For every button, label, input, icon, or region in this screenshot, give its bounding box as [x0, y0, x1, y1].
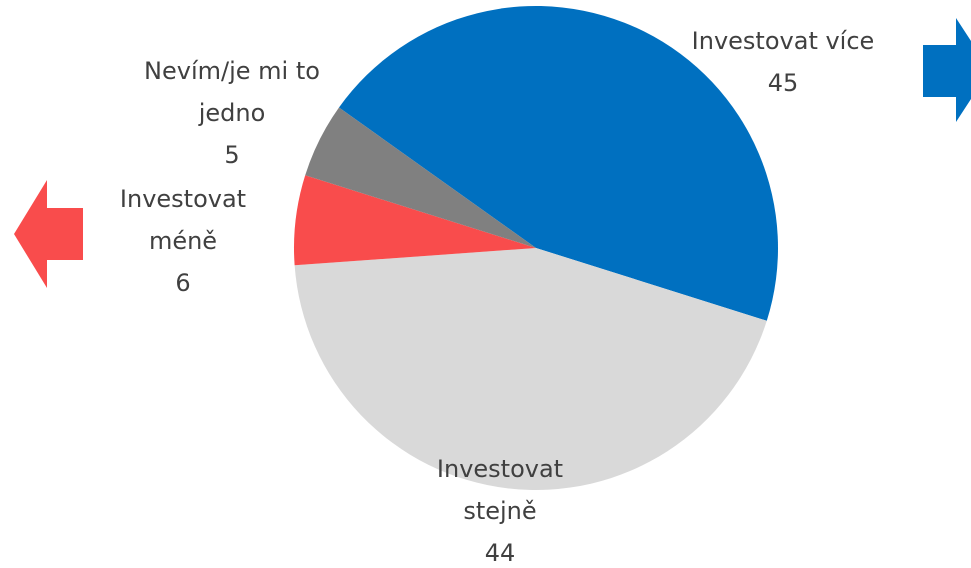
slice-value: 5	[224, 141, 240, 169]
slice-value: 45	[767, 69, 799, 97]
decrease-arrow	[14, 180, 83, 288]
increase-arrow	[923, 18, 971, 122]
pie-slice	[305, 107, 536, 249]
pie-slice	[338, 5, 778, 321]
slice-label: Investovat méně 6	[98, 178, 268, 304]
pie-slice	[294, 175, 536, 266]
slice-name: Investovat více	[691, 27, 875, 55]
slice-name: Investovat méně	[119, 185, 247, 255]
slice-value: 6	[175, 269, 191, 297]
pie-slice	[294, 248, 767, 491]
slice-label: Investovat více 45	[663, 20, 903, 104]
slice-label: Investovat stejně 44	[415, 448, 585, 568]
slice-value: 44	[484, 539, 516, 567]
slice-name: Nevím/je mi to jedno	[144, 57, 320, 127]
slice-label: Nevím/je mi to jedno 5	[142, 50, 322, 176]
slice-name: Investovat stejně	[436, 455, 564, 525]
